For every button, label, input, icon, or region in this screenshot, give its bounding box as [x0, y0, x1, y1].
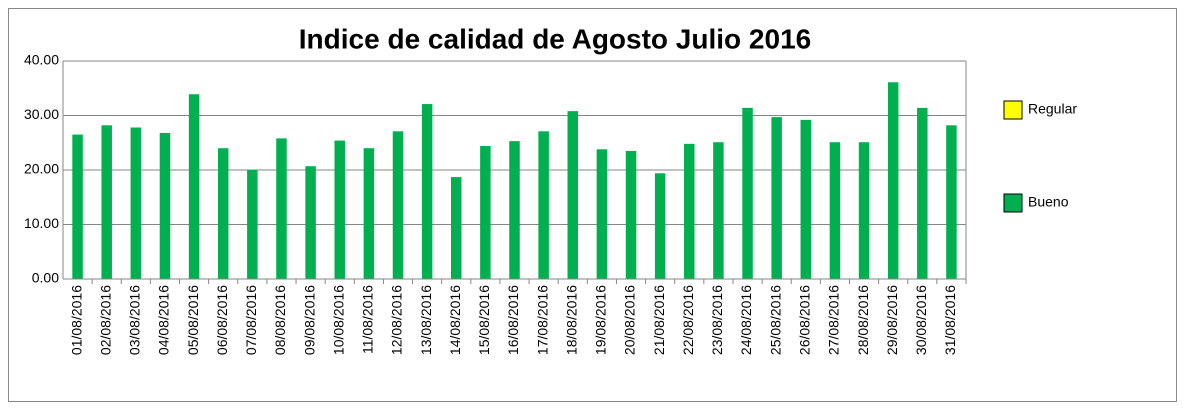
bar [159, 132, 171, 279]
bar [625, 150, 637, 279]
x-tick-label: 15/08/2016 [476, 285, 492, 355]
x-tick-label: 04/08/2016 [156, 285, 172, 355]
legend-label: Bueno [1028, 194, 1069, 210]
legend-label: Regular [1028, 101, 1077, 117]
bar [713, 142, 724, 279]
bar [771, 117, 782, 279]
x-tick-label: 30/08/2016 [913, 285, 929, 355]
x-tick-label: 03/08/2016 [127, 285, 143, 355]
bar [363, 148, 375, 279]
bar [276, 138, 287, 279]
bar [829, 142, 841, 279]
bar [305, 166, 316, 279]
bar [917, 107, 928, 280]
x-tick-label: 16/08/2016 [505, 285, 521, 355]
x-tick-label: 19/08/2016 [593, 285, 609, 355]
bar [946, 125, 957, 279]
x-tick-label: 20/08/2016 [622, 285, 638, 355]
bar [538, 131, 549, 279]
legend-swatch [1003, 100, 1023, 120]
bar [742, 107, 753, 280]
bar [596, 149, 608, 279]
x-tick-label: 25/08/2016 [767, 285, 783, 355]
legend-swatch [1003, 193, 1023, 213]
x-tick-label: 02/08/2016 [97, 285, 113, 355]
y-tick-label: 20.00 [24, 161, 59, 177]
x-tick-label: 10/08/2016 [330, 285, 346, 355]
x-tick-label: 18/08/2016 [563, 285, 579, 355]
chart-title: Indice de calidad de Agosto Julio 2016 [299, 23, 811, 54]
bar [684, 143, 695, 279]
x-tick-label: 01/08/2016 [68, 285, 84, 355]
x-tick-label: 13/08/2016 [418, 285, 434, 355]
bar [217, 148, 229, 279]
bar [800, 119, 812, 279]
bar [421, 104, 433, 280]
bar [101, 125, 112, 279]
bar [480, 146, 491, 279]
bar [188, 94, 200, 280]
x-tick-label: 23/08/2016 [709, 285, 725, 355]
x-tick-label: 21/08/2016 [651, 285, 667, 355]
bar [334, 140, 345, 279]
x-tick-label: 27/08/2016 [826, 285, 842, 355]
bar [509, 141, 520, 279]
x-tick-label: 17/08/2016 [534, 285, 550, 355]
x-tick-label: 14/08/2016 [447, 285, 463, 355]
x-tick-label: 28/08/2016 [855, 285, 871, 355]
x-tick-label: 09/08/2016 [301, 285, 317, 355]
x-tick-label: 08/08/2016 [272, 285, 288, 355]
bar [567, 111, 579, 279]
x-tick-label: 11/08/2016 [360, 285, 376, 354]
x-tick-label: 24/08/2016 [738, 285, 754, 355]
x-tick-label: 31/08/2016 [942, 285, 958, 355]
x-tick-label: 12/08/2016 [389, 285, 405, 355]
bar [858, 142, 870, 279]
y-tick-label: 0.00 [32, 270, 59, 286]
bar [887, 82, 899, 279]
bar [72, 134, 83, 279]
x-tick-label: 29/08/2016 [884, 285, 900, 355]
bar [130, 127, 142, 280]
y-tick-label: 30.00 [24, 106, 59, 122]
x-tick-label: 26/08/2016 [796, 285, 812, 355]
chart-border [8, 8, 1177, 402]
bar [392, 131, 404, 279]
x-tick-label: 06/08/2016 [214, 285, 230, 355]
y-tick-label: 10.00 [24, 215, 59, 231]
bar [654, 173, 666, 279]
x-tick-label: 07/08/2016 [243, 285, 259, 355]
bar [247, 170, 258, 279]
bar [450, 177, 462, 279]
x-tick-label: 22/08/2016 [680, 285, 696, 355]
x-tick-label: 05/08/2016 [185, 285, 201, 355]
y-tick-label: 40.00 [24, 52, 59, 68]
